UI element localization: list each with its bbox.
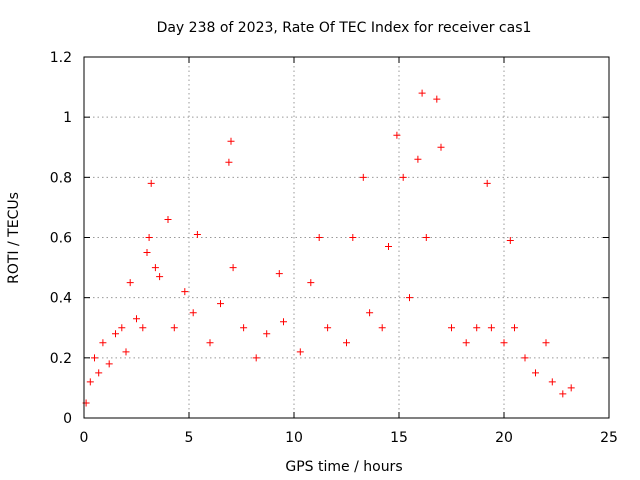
x-tick-label: 0	[80, 430, 89, 446]
data-point	[95, 369, 103, 377]
y-tick-label: 0.6	[50, 231, 72, 247]
y-tick-label: 0.8	[50, 170, 72, 186]
y-tick-label: 1	[63, 110, 72, 126]
data-point	[359, 173, 367, 181]
data-point	[86, 378, 94, 386]
data-point	[151, 264, 159, 272]
data-point	[500, 339, 508, 347]
x-tick-label: 10	[285, 430, 303, 446]
y-tick-label: 0.4	[50, 291, 72, 307]
data-point	[139, 324, 147, 332]
data-point	[521, 354, 529, 362]
data-point	[143, 249, 151, 257]
y-axis-label: ROTI / TECUs	[6, 192, 22, 284]
data-point	[414, 155, 422, 163]
data-point	[324, 324, 332, 332]
axes	[83, 56, 610, 419]
data-point	[280, 318, 287, 326]
data-point	[227, 137, 235, 145]
data-point	[378, 324, 386, 332]
data-point	[307, 279, 315, 287]
data-point	[487, 324, 495, 332]
data-point	[105, 360, 113, 368]
data-point	[170, 324, 178, 332]
data-point	[296, 348, 304, 356]
data-point	[193, 230, 201, 238]
data-point	[156, 273, 164, 281]
data-point	[532, 369, 539, 377]
data-point	[437, 143, 445, 151]
data-point	[406, 294, 413, 302]
data-point	[112, 330, 119, 338]
data-point	[263, 330, 271, 338]
data-point	[385, 243, 392, 251]
y-tick-label: 1.2	[50, 50, 72, 66]
x-tick-label: 20	[495, 430, 513, 446]
data-point	[448, 324, 455, 332]
data-point	[366, 309, 374, 317]
data-point	[240, 324, 248, 332]
data-point	[145, 234, 153, 241]
data-point	[189, 309, 197, 317]
data-point	[542, 339, 550, 347]
data-point	[462, 339, 470, 347]
data-point	[315, 234, 323, 241]
plot-frame	[83, 56, 610, 419]
y-tick-label: 0	[63, 411, 72, 427]
data-point	[164, 215, 172, 223]
x-tick-label: 25	[600, 430, 618, 446]
grid-lines	[84, 57, 609, 418]
data-point	[473, 324, 481, 332]
data-point	[418, 89, 426, 97]
data-point	[181, 288, 189, 296]
data-point	[217, 300, 224, 308]
data-point	[206, 339, 214, 347]
data-point	[122, 348, 130, 356]
data-point	[275, 270, 283, 278]
chart-title: Day 238 of 2023, Rate Of TEC Index for r…	[157, 20, 532, 36]
data-point	[559, 390, 567, 398]
data-point	[252, 354, 260, 362]
data-point	[483, 179, 491, 187]
x-tick-label: 5	[185, 430, 194, 446]
data-point	[433, 95, 441, 103]
data-point	[506, 237, 514, 245]
data-point	[91, 354, 98, 362]
data-point	[118, 324, 126, 332]
data-point	[147, 179, 155, 187]
data-point	[225, 158, 233, 166]
data-point	[422, 234, 430, 241]
data-point	[343, 339, 350, 347]
data-point	[393, 131, 401, 139]
data-points	[82, 89, 575, 407]
data-point	[349, 234, 357, 241]
y-tick-label: 0.2	[50, 351, 72, 367]
data-point	[99, 339, 107, 347]
data-point	[567, 384, 575, 392]
data-point	[511, 324, 518, 332]
x-axis-label: GPS time / hours	[285, 459, 402, 475]
x-tick-label: 15	[390, 430, 408, 446]
data-point	[229, 264, 237, 272]
tick-labels: 0 5 10 15 20 25 0 0.2 0.4 0.6 0.8 1 1.2	[50, 50, 618, 446]
data-point	[548, 378, 556, 386]
data-point	[133, 315, 140, 323]
data-point	[399, 173, 407, 181]
data-point	[126, 279, 134, 287]
